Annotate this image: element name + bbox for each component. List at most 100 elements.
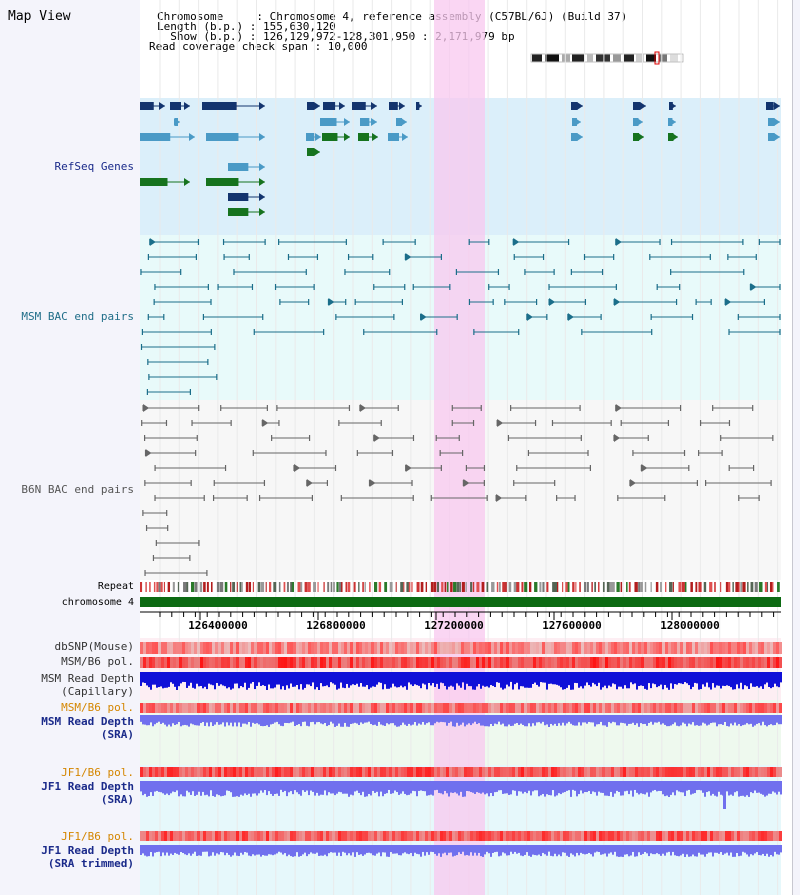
heat-cell (590, 642, 593, 654)
track-label-jf1-read-depth-2[interactable]: JF1 Read Depth (41, 844, 134, 857)
track-label-msm-b6-pol-sra[interactable]: MSM/B6 pol. (61, 701, 134, 714)
heat-cell (404, 657, 407, 668)
depth-bar (356, 715, 358, 724)
heat-cell (308, 657, 311, 668)
depth-bar (348, 672, 350, 688)
depth-bar (386, 672, 388, 689)
heat-cell (590, 767, 593, 777)
heat-cell (695, 767, 698, 777)
depth-bar (344, 781, 346, 794)
depth-bar (264, 672, 266, 687)
heat-cell (656, 767, 659, 777)
track-label-msm-read-depth-sra[interactable]: MSM Read Depth (41, 715, 134, 728)
heat-cell (701, 703, 704, 713)
repeat-mark (565, 582, 569, 592)
heat-cell (185, 767, 188, 777)
depth-bar (644, 672, 646, 689)
depth-bar (264, 845, 266, 856)
heat-cell (731, 767, 734, 777)
depth-bar (342, 845, 344, 852)
repeat-mark (406, 582, 410, 592)
heat-cell (548, 703, 551, 713)
heat-cell (200, 831, 203, 841)
depth-bar (754, 781, 756, 791)
depth-bar (516, 715, 518, 724)
track-label-msm-bac[interactable]: MSM BAC end pairs (21, 310, 134, 323)
heat-cell (167, 767, 170, 777)
depth-bar (226, 672, 228, 689)
repeat-mark (672, 582, 674, 592)
heat-cell (512, 703, 515, 713)
chromosome-ideogram[interactable] (530, 51, 686, 65)
depth-bar (188, 715, 190, 727)
heat-cell (182, 767, 185, 777)
gene-exon (572, 118, 577, 126)
heat-cell (557, 657, 560, 668)
heat-cell (251, 642, 254, 654)
bac-end-arrow (359, 404, 366, 412)
heat-cell (758, 703, 761, 713)
depth-bar (590, 672, 592, 687)
depth-bar (418, 715, 420, 724)
heat-cell (542, 703, 545, 713)
track-label-dbsnp[interactable]: dbSNP(Mouse) (54, 640, 134, 653)
track-label-jf1-b6-pol-2[interactable]: JF1/B6 pol. (61, 830, 134, 843)
heat-cell (338, 703, 341, 713)
heat-cell (770, 657, 773, 668)
heat-cell (623, 642, 626, 654)
bac-end-arrow (750, 283, 757, 291)
heat-cell (695, 657, 698, 668)
track-label-refseq[interactable]: RefSeq Genes (54, 160, 134, 173)
heat-cell (524, 831, 527, 841)
heat-cell (506, 642, 509, 654)
heat-cell (728, 657, 731, 668)
heat-cell (677, 831, 680, 841)
track-label-jf1-b6-pol[interactable]: JF1/B6 pol. (61, 766, 134, 779)
depth-bar (708, 715, 710, 725)
heat-cell (359, 831, 362, 841)
heat-cell (725, 703, 728, 713)
depth-bar (160, 715, 162, 724)
depth-bar (362, 781, 364, 792)
heat-cell (308, 703, 311, 713)
heat-cell (614, 831, 617, 841)
depth-bar (326, 672, 328, 686)
depth-bar (218, 672, 220, 686)
heat-cell (497, 657, 500, 668)
depth-bar (696, 845, 698, 857)
heat-cell (143, 831, 146, 841)
depth-bar (156, 672, 158, 688)
depth-bar (318, 845, 320, 856)
heat-cell (287, 831, 290, 841)
depth-bar (250, 845, 252, 857)
bac-end-arrow (725, 298, 732, 306)
bac-end-arrow (328, 298, 335, 306)
depth-bar (586, 672, 588, 683)
heat-cell (569, 767, 572, 777)
heat-cell (272, 642, 275, 654)
depth-bar (388, 672, 390, 689)
track-label-jf1-read-depth[interactable]: JF1 Read Depth (41, 780, 134, 793)
gene-exon (633, 118, 639, 126)
repeat-mark (481, 582, 485, 592)
track-label-msm-read-depth[interactable]: MSM Read Depth (41, 672, 134, 685)
track-label-msm-b6-pol[interactable]: MSM/B6 pol. (61, 655, 134, 668)
depth-bar (468, 781, 470, 792)
depth-bar (278, 672, 280, 685)
depth-bar (480, 781, 482, 794)
depth-bar (180, 715, 182, 727)
depth-bar (646, 781, 648, 793)
heat-cell (266, 831, 269, 841)
depth-bar (486, 715, 488, 727)
depth-bar (364, 715, 366, 723)
depth-bar (614, 672, 616, 685)
heat-cell (215, 703, 218, 713)
heat-cell (371, 767, 374, 777)
depth-bar (668, 715, 670, 727)
genome-track-area[interactable]: 126400000 126800000 127200000 127600000 1280… (140, 0, 792, 895)
heat-cell (353, 831, 356, 841)
heat-cell (251, 703, 254, 713)
depth-bar (708, 672, 710, 688)
track-label-b6n-bac[interactable]: B6N BAC end pairs (21, 483, 134, 496)
heat-cell (185, 642, 188, 654)
